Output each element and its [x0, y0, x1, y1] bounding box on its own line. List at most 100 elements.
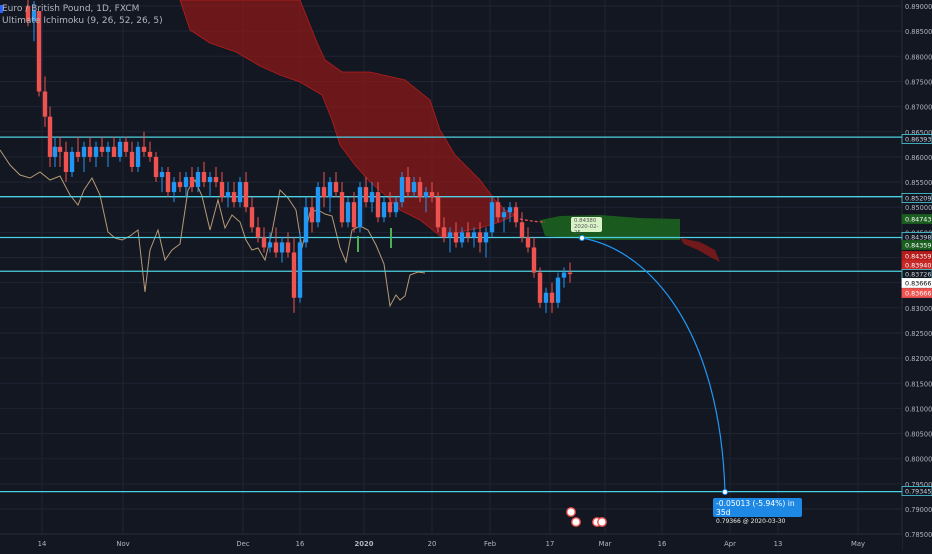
candle-body	[75, 151, 81, 157]
price-axis-label: 0.79000	[905, 506, 932, 514]
candle-body	[513, 207, 519, 223]
time-axis-label: Apr	[724, 540, 736, 548]
candle-body	[147, 151, 153, 157]
event-marker-icon	[566, 507, 576, 517]
price-axis-label: 0.80000	[905, 456, 932, 464]
candle-body	[225, 192, 231, 198]
price-axis-label: 0.82000	[905, 355, 932, 363]
event-marker-icon	[571, 517, 581, 527]
candle-body	[453, 232, 459, 243]
price-tag	[901, 193, 932, 203]
candle-body	[231, 192, 237, 203]
candle-body	[63, 151, 69, 172]
price-axis-label: 0.89000	[905, 3, 932, 11]
candle-body	[369, 192, 375, 203]
candle-body	[315, 187, 321, 223]
price-axis-label: 0.81500	[905, 380, 932, 388]
candle-body	[243, 182, 249, 208]
indicator-title[interactable]: Ultimate Ichimoku (9, 26, 52, 26, 5)	[2, 16, 163, 26]
price-axis-label: 0.82500	[905, 330, 932, 338]
measurement-label[interactable]: -0.05013 (-5.94%) in 35d 0.79366 @ 2020-…	[713, 498, 802, 525]
time-axis-label: 14	[38, 540, 47, 548]
tradingview-logo-icon	[0, 5, 3, 13]
candle-body	[267, 242, 273, 248]
time-axis-label: Dec	[236, 540, 249, 548]
price-axis-label: 0.80500	[905, 431, 932, 439]
price-axis-label: 0.85500	[905, 179, 932, 187]
candle-body	[567, 272, 573, 275]
time-axis-label: May	[851, 540, 865, 548]
price-axis-label: 0.87500	[905, 78, 932, 86]
candle-body	[471, 232, 477, 238]
candle-body	[201, 171, 207, 183]
candle-body	[363, 187, 369, 203]
candle-body	[52, 146, 58, 157]
candle-body	[165, 171, 171, 193]
price-tag	[901, 288, 932, 298]
candle-body	[213, 177, 219, 183]
candle-body	[309, 207, 315, 223]
candle-body	[207, 177, 213, 183]
symbol-title[interactable]: Euro / British Pound, 1D, FXCM	[2, 4, 140, 14]
candle-body	[501, 212, 507, 218]
grid-lines	[0, 0, 902, 535]
candle-body	[435, 197, 441, 228]
candle-body	[417, 182, 423, 198]
candle-body	[291, 252, 297, 298]
time-axis-bg	[0, 534, 902, 550]
price-tag-label: 0.83726	[905, 271, 931, 279]
candle-body	[507, 207, 513, 213]
price-tooltip: 0.84380 2020-02-25	[571, 217, 602, 236]
price-tag-label: 0.86393	[905, 136, 931, 144]
price-tag	[901, 240, 932, 250]
candle-body	[129, 151, 135, 167]
price-tag-label: 0.84743	[905, 216, 931, 224]
candle-body	[255, 227, 261, 238]
time-axis-label: 16	[296, 540, 305, 548]
candle-body	[333, 182, 339, 193]
candle-body	[93, 146, 99, 157]
price-tag-label: 0.84359	[905, 253, 931, 261]
candle-body	[123, 141, 129, 152]
candle-body	[117, 141, 123, 157]
price-axis-label: 0.88000	[905, 53, 932, 61]
candle-body	[237, 182, 243, 203]
price-tag-label: 0.79345	[905, 488, 931, 496]
candle-body	[141, 146, 147, 152]
candle-body	[105, 146, 111, 152]
candle-body	[285, 242, 291, 253]
price-tag-label: 0.84398	[905, 234, 931, 242]
candle-body	[177, 182, 183, 188]
candle-body	[297, 242, 303, 298]
time-axis-label: 20	[428, 540, 437, 548]
price-tag-label: 0.83666	[905, 290, 931, 298]
candle-body	[183, 177, 189, 188]
candle-body	[249, 207, 255, 228]
candle-body	[99, 146, 105, 152]
candle-body	[465, 232, 471, 238]
measurement-change: -0.05013 (-5.94%) in 35d	[716, 499, 795, 517]
projection-end-point	[722, 489, 728, 495]
candle-body	[327, 182, 333, 198]
bearish-cloud-future	[680, 238, 720, 262]
candle-body	[399, 177, 405, 203]
candle-body	[57, 146, 63, 152]
candle-body	[381, 202, 387, 218]
lagging-span-line	[0, 149, 426, 308]
price-axis-label: 0.79500	[905, 481, 932, 489]
candle-body	[351, 202, 357, 228]
candle-body	[447, 232, 453, 238]
tooltip-date: 2020-02-25	[574, 224, 599, 236]
price-tag-label: 0.83940	[905, 262, 931, 270]
candle-body	[189, 177, 195, 188]
candle-body	[357, 187, 363, 228]
candle-body	[495, 202, 501, 218]
projection-start-point	[579, 235, 585, 241]
candle-body	[375, 192, 381, 218]
candle-body	[483, 232, 489, 243]
price-axis-label: 0.83000	[905, 305, 932, 313]
price-axis-label: 0.88500	[905, 28, 932, 36]
price-tag-label: 0.83666	[905, 280, 931, 288]
